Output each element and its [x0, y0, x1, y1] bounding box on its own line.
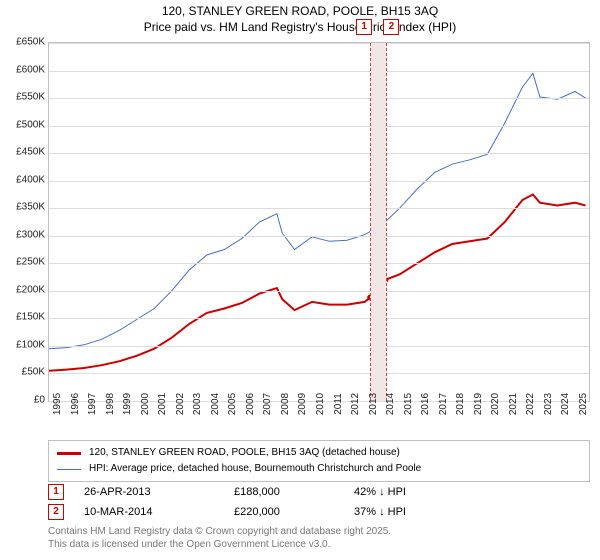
- x-tick-label: 1999: [122, 393, 133, 415]
- legend-label: 120, STANLEY GREEN ROAD, POOLE, BH15 3AQ…: [89, 445, 400, 461]
- y-tick-label: £0: [5, 395, 45, 406]
- x-tick-label: 2000: [140, 393, 151, 415]
- series-svg: [49, 43, 589, 401]
- x-tick-label: 2002: [175, 393, 186, 415]
- x-tick-label: 2010: [315, 393, 326, 415]
- x-tick-label: 2020: [490, 393, 501, 415]
- x-tick-label: 2006: [245, 393, 256, 415]
- y-tick-label: £300K: [5, 229, 45, 240]
- x-tick-label: 2012: [350, 393, 361, 415]
- y-tick-label: £650K: [5, 37, 45, 48]
- series-line: [49, 195, 586, 371]
- x-tick-label: 2005: [227, 393, 238, 415]
- x-tick-label: 2024: [560, 393, 571, 415]
- x-tick-label: 2021: [508, 393, 519, 415]
- transaction-date: 26-APR-2013: [84, 486, 234, 498]
- gridline-h: [49, 291, 589, 292]
- transaction-price: £188,000: [234, 486, 354, 498]
- x-tick-label: 2003: [192, 393, 203, 415]
- x-tick-label: 1998: [105, 393, 116, 415]
- gridline-h: [49, 318, 589, 319]
- transaction-delta: 42% ↓ HPI: [354, 486, 474, 498]
- gridline-h: [49, 153, 589, 154]
- title-line-2: Price paid vs. HM Land Registry's House …: [0, 20, 600, 36]
- legend: 120, STANLEY GREEN ROAD, POOLE, BH15 3AQ…: [48, 440, 590, 482]
- gridline-h: [49, 208, 589, 209]
- x-tick-label: 2014: [385, 393, 396, 415]
- marker-box: 1: [356, 19, 372, 35]
- x-tick-label: 1995: [52, 393, 63, 415]
- x-tick-label: 2004: [210, 393, 221, 415]
- gridline-h: [49, 43, 589, 44]
- transaction-row: 1 26-APR-2013£188,00042% ↓ HPI: [48, 482, 474, 502]
- gridline-h: [49, 263, 589, 264]
- transaction-row: 2 10-MAR-2014£220,00037% ↓ HPI: [48, 502, 474, 522]
- title-line-1: 120, STANLEY GREEN ROAD, POOLE, BH15 3AQ: [0, 4, 600, 20]
- attribution-line-2: This data is licensed under the Open Gov…: [48, 539, 391, 552]
- x-tick-label: 2013: [368, 393, 379, 415]
- y-tick-label: £600K: [5, 64, 45, 75]
- y-tick-label: £500K: [5, 119, 45, 130]
- x-tick-label: 2017: [438, 393, 449, 415]
- transaction-table: 1 26-APR-2013£188,00042% ↓ HPI 2 10-MAR-201…: [48, 482, 474, 522]
- transaction-delta: 37% ↓ HPI: [354, 506, 474, 518]
- x-tick-label: 1996: [70, 393, 81, 415]
- gridline-h: [49, 236, 589, 237]
- x-tick-label: 2001: [157, 393, 168, 415]
- x-tick-label: 2008: [280, 393, 291, 415]
- marker-box: 2: [383, 19, 399, 35]
- x-tick-label: 2022: [525, 393, 536, 415]
- x-tick-label: 2016: [420, 393, 431, 415]
- legend-row: 120, STANLEY GREEN ROAD, POOLE, BH15 3AQ…: [57, 445, 581, 461]
- x-tick-label: 1997: [87, 393, 98, 415]
- series-line: [49, 73, 586, 348]
- gridline-h: [49, 126, 589, 127]
- attribution-line-1: Contains HM Land Registry data © Crown c…: [48, 526, 391, 539]
- y-tick-label: £150K: [5, 312, 45, 323]
- gridline-h: [49, 98, 589, 99]
- marker-band: [370, 43, 387, 401]
- x-tick-label: 2015: [403, 393, 414, 415]
- x-tick-label: 2019: [473, 393, 484, 415]
- legend-swatch: [57, 469, 81, 470]
- y-tick-label: £450K: [5, 147, 45, 158]
- transaction-price: £220,000: [234, 506, 354, 518]
- x-tick-label: 2009: [297, 393, 308, 415]
- gridline-h: [49, 373, 589, 374]
- gridline-h: [49, 346, 589, 347]
- y-tick-label: £100K: [5, 339, 45, 350]
- transaction-date: 10-MAR-2014: [84, 506, 234, 518]
- x-tick-label: 2025: [578, 393, 589, 415]
- x-tick-label: 2018: [455, 393, 466, 415]
- y-tick-label: £400K: [5, 174, 45, 185]
- gridline-h: [49, 181, 589, 182]
- gridline-h: [49, 71, 589, 72]
- transaction-id-box: 1: [48, 484, 64, 500]
- y-tick-label: £50K: [5, 367, 45, 378]
- y-tick-label: £200K: [5, 284, 45, 295]
- x-tick-label: 2011: [333, 393, 344, 415]
- chart-title: 120, STANLEY GREEN ROAD, POOLE, BH15 3AQ…: [0, 0, 600, 35]
- legend-row: HPI: Average price, detached house, Bour…: [57, 461, 581, 477]
- y-tick-label: £250K: [5, 257, 45, 268]
- plot-area: 12: [48, 42, 590, 402]
- y-tick-label: £550K: [5, 92, 45, 103]
- attribution: Contains HM Land Registry data © Crown c…: [48, 526, 391, 551]
- x-tick-label: 2007: [262, 393, 273, 415]
- chart-container: 120, STANLEY GREEN ROAD, POOLE, BH15 3AQ…: [0, 0, 600, 560]
- legend-swatch: [57, 452, 81, 455]
- y-tick-label: £350K: [5, 202, 45, 213]
- transaction-id-box: 2: [48, 504, 64, 520]
- legend-label: HPI: Average price, detached house, Bour…: [89, 461, 421, 477]
- x-tick-label: 2023: [543, 393, 554, 415]
